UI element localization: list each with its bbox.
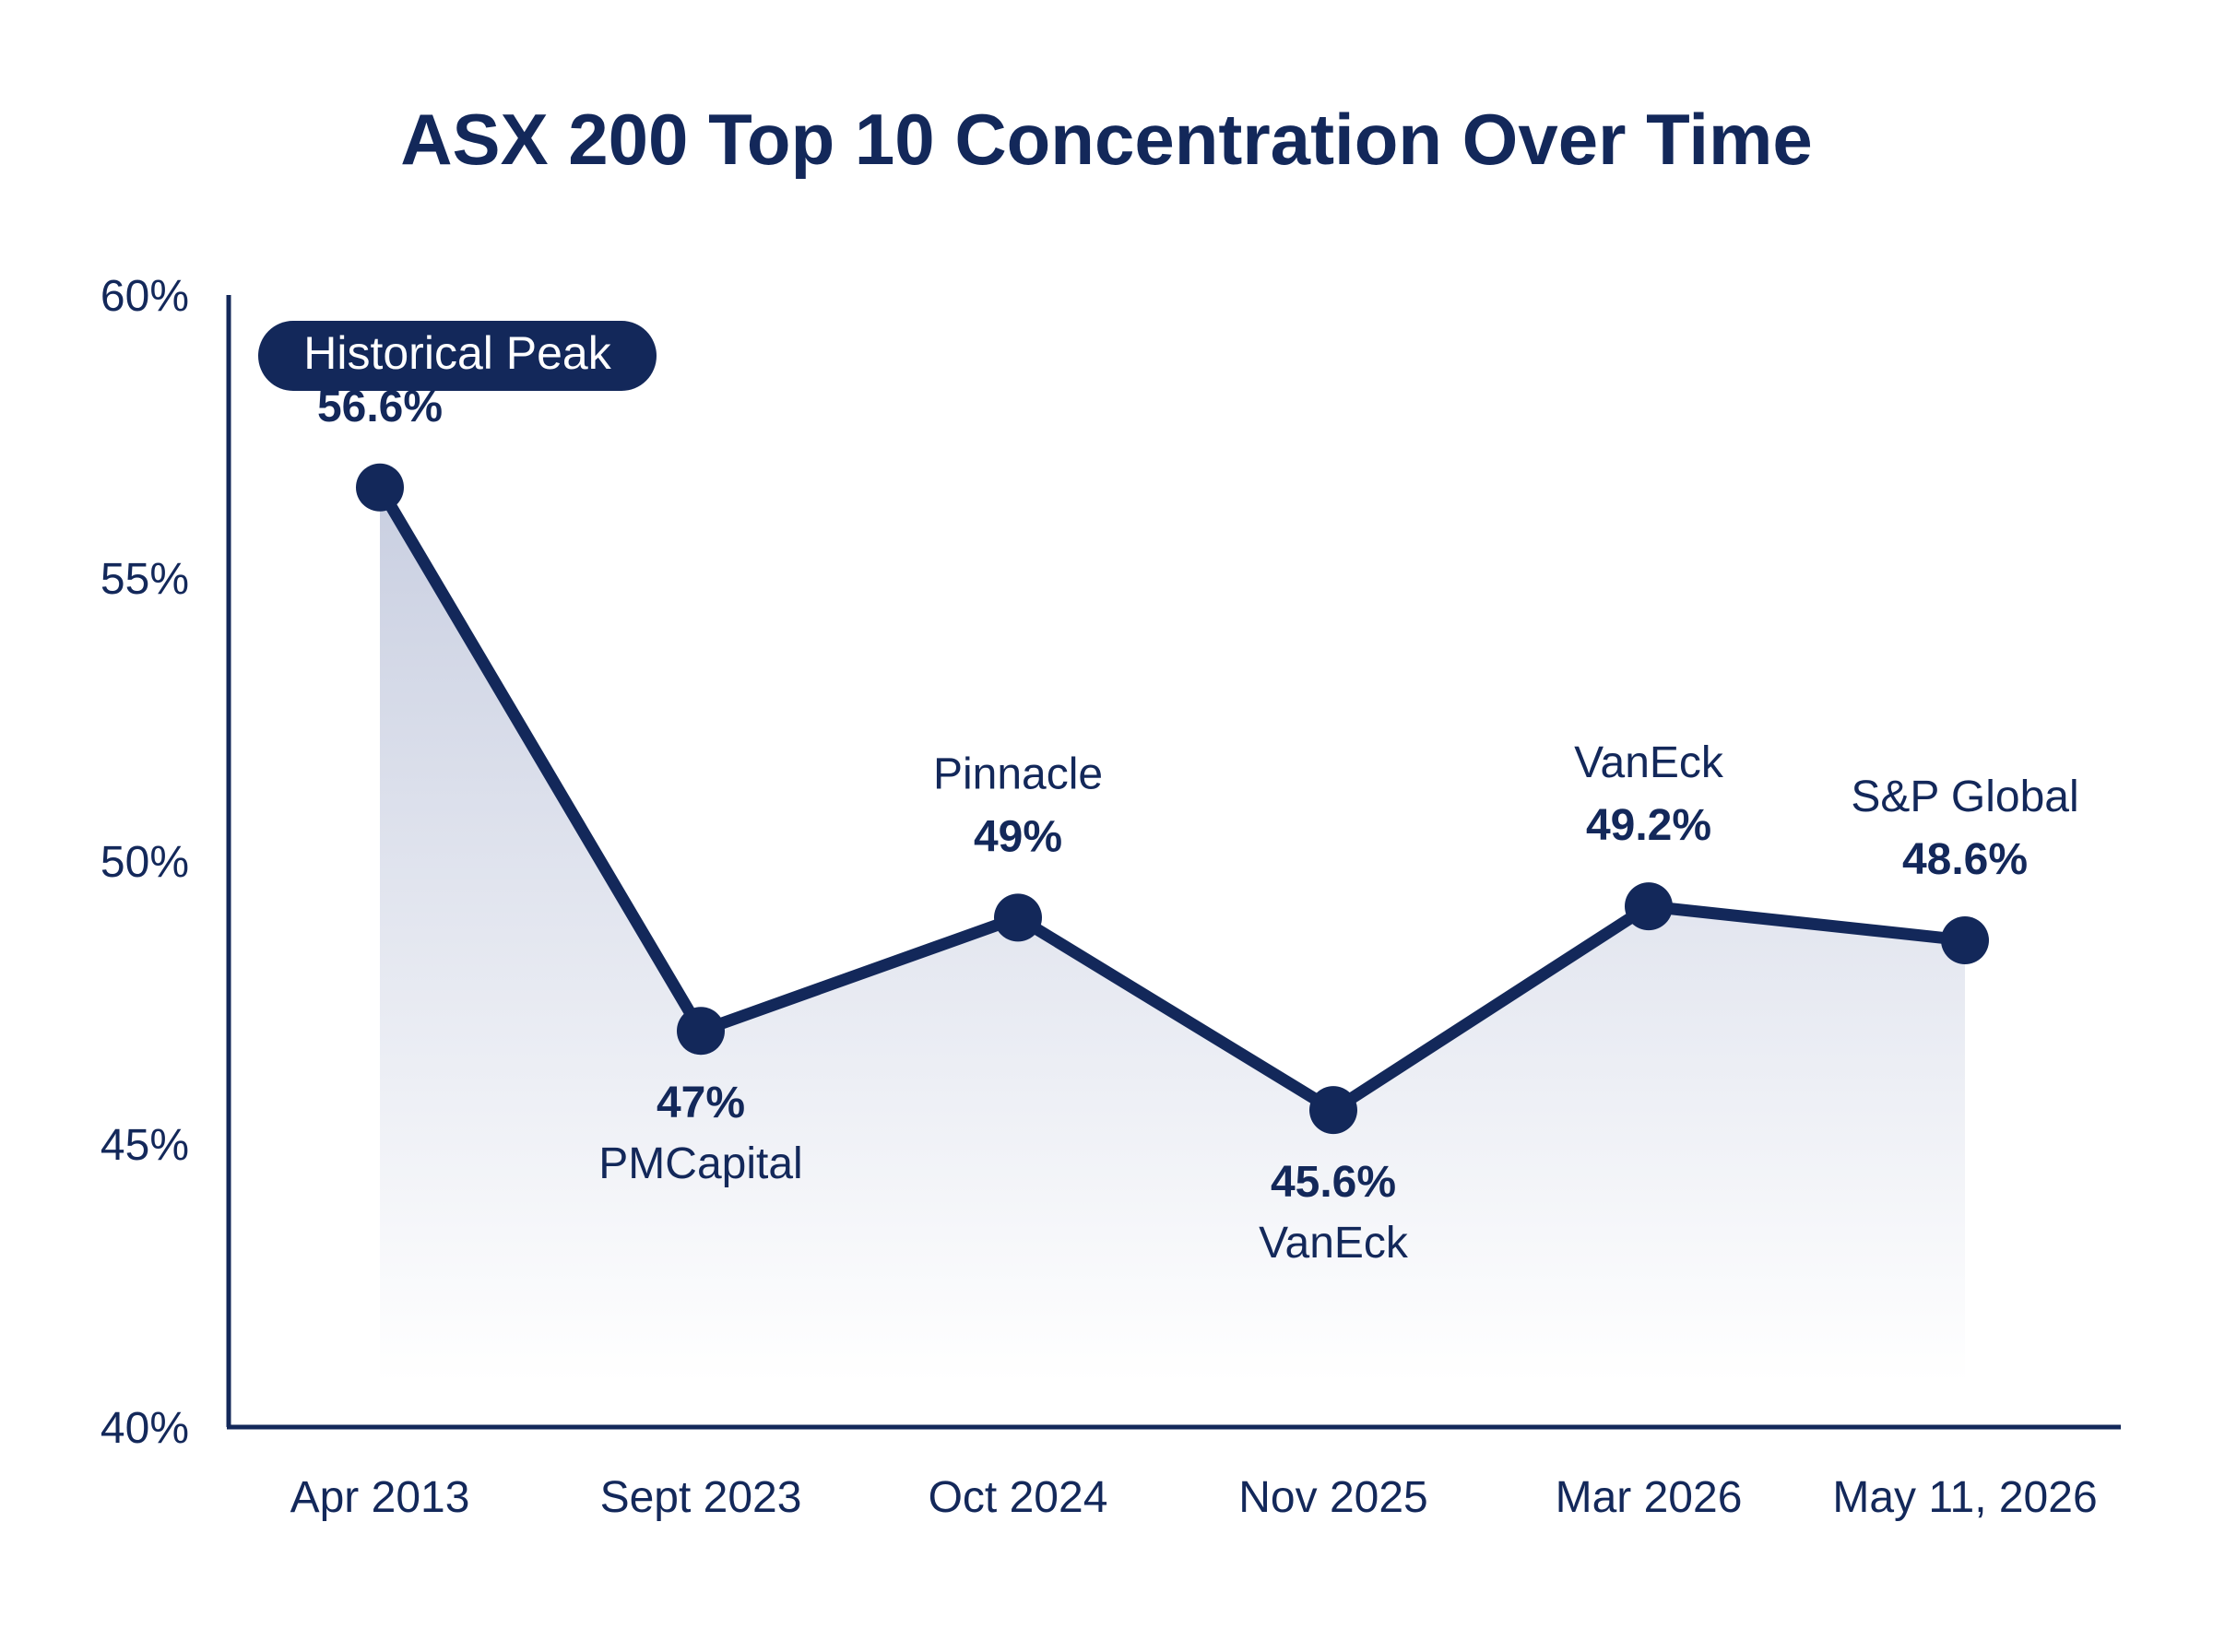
data-point [677,1007,725,1056]
x-tick-label: Sept 2023 [600,1473,802,1522]
source-label: VanEck [1259,1219,1409,1268]
x-tick-label: May 11, 2026 [1832,1473,2097,1522]
chart-title: ASX 200 Top 10 Concentration Over Time [400,99,1813,180]
y-axis-ticks: 40% 45% 50% 55% 60% [101,272,189,1453]
axes [226,295,2121,1430]
x-axis-ticks: Apr 2013 Sept 2023 Oct 2024 Nov 2025 Mar 202… [290,1473,2098,1522]
value-label: 45.6% [1271,1158,1396,1207]
area-fill [380,487,1965,1383]
x-tick-label: Nov 2025 [1238,1473,1427,1522]
y-tick-label: 45% [101,1121,189,1170]
x-tick-label: Apr 2013 [290,1473,470,1522]
data-point [1625,882,1673,931]
data-markers [356,463,1989,1135]
x-tick-label: Mar 2026 [1556,1473,1743,1522]
value-label: 49.2% [1586,801,1711,850]
x-tick-label: Oct 2024 [929,1473,1108,1522]
value-label: 49% [974,812,1062,861]
series-line [373,481,1971,1116]
source-label: VanEck [1574,738,1724,787]
value-label: 48.6% [1902,835,2028,884]
data-point [356,463,404,512]
source-label: S&P Global [1851,773,2078,821]
y-tick-label: 50% [101,838,189,887]
y-tick-label: 60% [101,272,189,321]
data-point [1309,1086,1357,1135]
data-labels: 56.6%47%PMCapital49%Pinnacle45.6%VanEck4… [317,383,2079,1268]
y-tick-label: 55% [101,555,189,604]
annotation-text: Historical Peak [303,327,611,379]
historical-peak-annotation: Historical Peak [258,321,657,391]
plot-area: 40% 45% 50% 55% 60% Apr 2013 Sept 2023 Oct 202… [101,272,2121,1522]
y-tick-label: 40% [101,1404,189,1453]
source-label: Pinnacle [933,749,1103,798]
source-label: PMCapital [598,1139,802,1188]
annotation-badge [258,321,657,391]
data-point [1941,915,1989,964]
value-label: 47% [657,1079,745,1127]
data-point [994,893,1042,942]
